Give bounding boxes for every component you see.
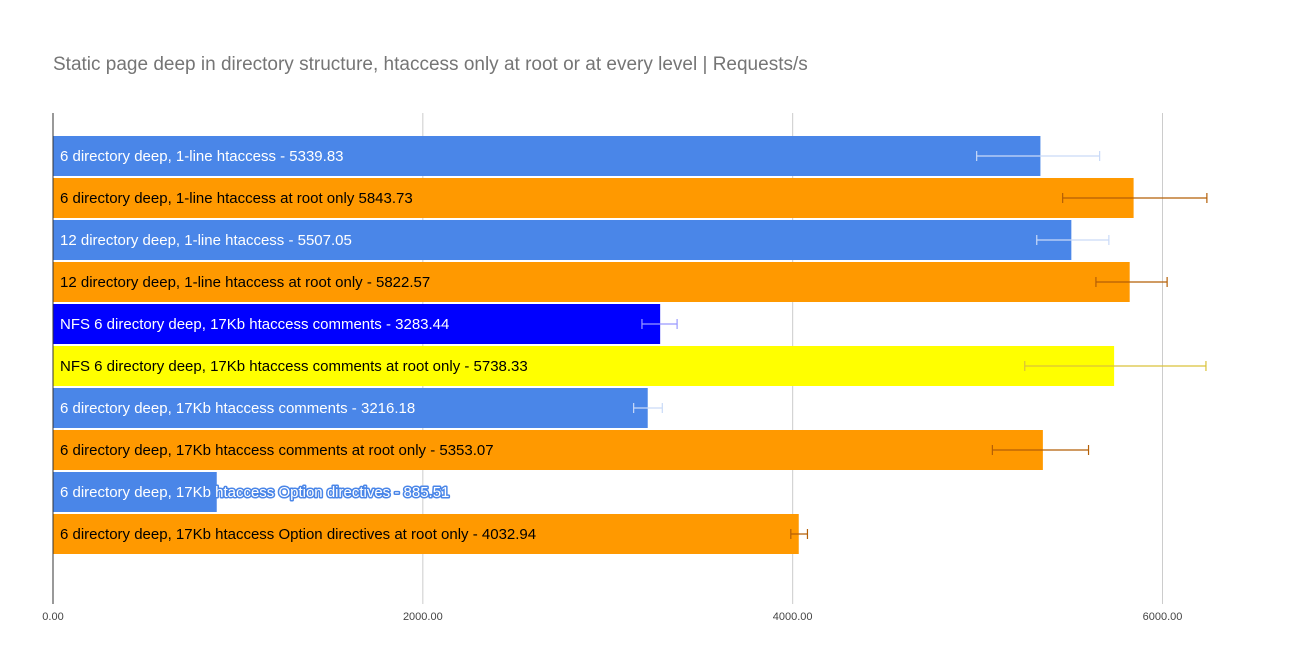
- bar: [53, 136, 1041, 176]
- bar-label: 6 directory deep, 17Kb htaccess comments…: [60, 400, 415, 417]
- bar: [53, 304, 661, 344]
- bar-label: 12 directory deep, 1-line htaccess at ro…: [60, 274, 430, 291]
- bar-label: NFS 6 directory deep, 17Kb htaccess comm…: [60, 358, 528, 375]
- x-tick-label: 6000.00: [1143, 611, 1183, 623]
- bar-label: NFS 6 directory deep, 17Kb htaccess comm…: [60, 316, 449, 333]
- bar: [53, 346, 1115, 386]
- bar-label: 6 directory deep, 17Kb htaccess Option d…: [60, 526, 536, 543]
- bar-label: 6 directory deep, 1-line htaccess - 5339…: [60, 148, 344, 165]
- bar: [53, 514, 799, 554]
- bar-label: 6 directory deep, 17Kb htaccess comments…: [60, 442, 494, 459]
- bar: [53, 388, 648, 428]
- bar: [53, 472, 217, 512]
- bar: [53, 178, 1134, 218]
- bar-label: 12 directory deep, 1-line htaccess - 550…: [60, 232, 352, 249]
- bar-label: 6 directory deep, 1-line htaccess at roo…: [60, 190, 413, 207]
- bar: [53, 220, 1072, 260]
- x-tick-label: 0.00: [42, 611, 63, 623]
- chart-title: Static page deep in directory structure,…: [53, 54, 808, 75]
- x-tick-label: 2000.00: [403, 611, 443, 623]
- bar: [53, 262, 1130, 302]
- x-tick-label: 4000.00: [773, 611, 813, 623]
- bar-label: 6 directory deep, 17Kb htaccess Option d…: [60, 484, 449, 501]
- bar: [53, 430, 1043, 470]
